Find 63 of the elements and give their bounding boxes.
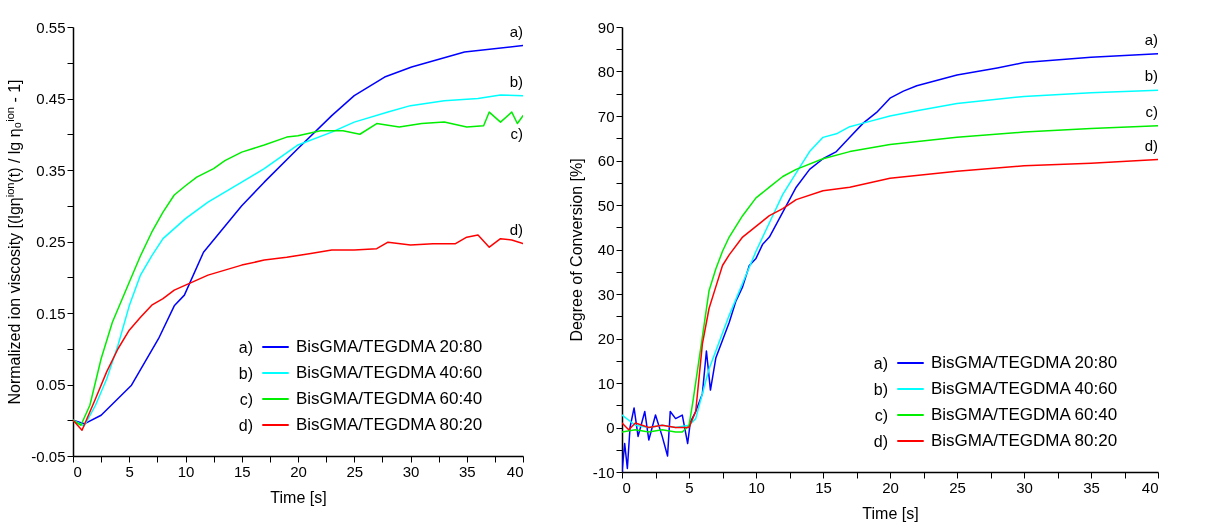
legend-label: BisGMA/TEGDMA 40:60 — [931, 379, 1118, 398]
y-tick-label: -10 — [592, 463, 615, 481]
text: c) — [239, 391, 253, 408]
text: d) — [238, 417, 253, 434]
y-tick-label: 0 — [606, 419, 615, 436]
text: a) — [238, 339, 253, 356]
x-tick-label: 0 — [622, 478, 631, 496]
legend-label: BisGMA/TEGDMA 20:80 — [296, 337, 483, 356]
text: b) — [873, 381, 888, 398]
y-tick-label: 20 — [597, 330, 615, 347]
x-tick-label: 35 — [1083, 478, 1100, 496]
annotation: d) — [509, 220, 523, 238]
x-tick-label: 25 — [346, 462, 364, 480]
x-tick-label: 25 — [949, 478, 966, 496]
y-tick-label: 0.55 — [36, 18, 66, 36]
y-tick-label: 90 — [597, 18, 615, 36]
x-tick-label: 5 — [685, 478, 694, 496]
x-tick-label: 0 — [73, 462, 82, 480]
y-tick-label: 10 — [597, 374, 615, 392]
y-tick-label: 0.35 — [36, 161, 66, 179]
x-tick-label: 40 — [1141, 478, 1159, 496]
y-tick-label: 0.45 — [36, 90, 66, 107]
y-tick-label: 0.25 — [36, 233, 66, 250]
x-tick-label: 15 — [233, 462, 251, 480]
x-tick-label: 10 — [177, 462, 195, 480]
annotation: d) — [1144, 136, 1158, 154]
legend-label: BisGMA/TEGDMA 60:40 — [931, 405, 1118, 424]
x-axis-title: Time [s] — [270, 488, 327, 506]
annotation: c) — [510, 124, 523, 142]
x-tick-label: 40 — [506, 462, 524, 480]
x-tick-label: 10 — [748, 478, 765, 496]
y-tick-label: -0.05 — [31, 447, 66, 465]
y-tick-label: 40 — [597, 241, 615, 258]
x-tick-label: 30 — [402, 462, 420, 480]
annotation: b) — [509, 72, 523, 90]
x-axis-title: Time [s] — [862, 504, 919, 522]
y-tick-label: 0.15 — [36, 304, 66, 322]
legend-label: BisGMA/TEGDMA 20:80 — [931, 353, 1118, 372]
y-tick-label: 30 — [597, 285, 615, 303]
annotation: a) — [509, 22, 523, 40]
y-axis-title: Degree of Conversion [%] — [567, 158, 585, 342]
text: d) — [873, 433, 888, 450]
legend-label: BisGMA/TEGDMA 80:20 — [931, 431, 1118, 450]
legend-label: BisGMA/TEGDMA 60:40 — [296, 389, 483, 408]
x-tick-label: 20 — [290, 462, 307, 480]
legend-label: BisGMA/TEGDMA 40:60 — [296, 363, 483, 382]
y-tick-label: 0.05 — [36, 376, 66, 393]
annotation: a) — [1144, 30, 1158, 48]
legend-label: BisGMA/TEGDMA 80:20 — [296, 415, 483, 434]
x-tick-label: 30 — [1016, 478, 1033, 496]
x-tick-label: 35 — [458, 462, 476, 480]
y-tick-label: 60 — [597, 152, 615, 169]
x-tick-label: 15 — [815, 478, 832, 496]
text: a) — [873, 355, 888, 372]
y-tick-label: 50 — [597, 196, 615, 214]
x-tick-label: 20 — [882, 478, 899, 496]
annotation: c) — [1145, 102, 1158, 120]
y-tick-label: 80 — [597, 63, 615, 80]
y-tick-label: 70 — [597, 107, 615, 125]
annotation: b) — [1144, 67, 1158, 85]
x-tick-label: 5 — [125, 462, 134, 480]
text: b) — [238, 365, 253, 382]
text: c) — [874, 407, 888, 424]
